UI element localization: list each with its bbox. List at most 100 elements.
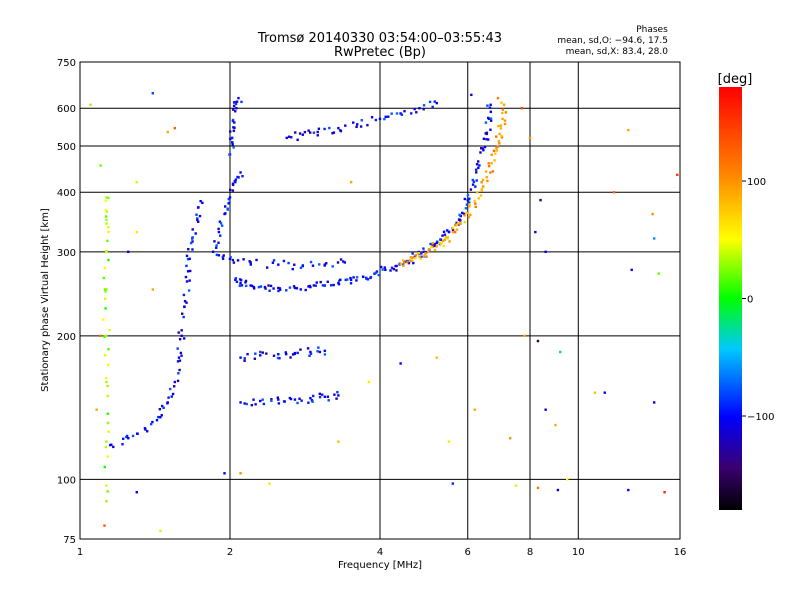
echo-point [285, 352, 288, 356]
echo-point [155, 419, 159, 422]
echo-point [494, 152, 497, 155]
noise-point [630, 268, 633, 272]
echo-point [383, 266, 386, 269]
echo-point [299, 348, 302, 351]
echo-point [221, 255, 225, 259]
echo-point [270, 398, 273, 401]
echo-point [413, 107, 416, 111]
echo-point [231, 258, 235, 262]
echo-point [392, 267, 395, 271]
echo-point [107, 347, 110, 351]
echo-point [222, 254, 225, 257]
echo-point [349, 282, 353, 285]
echo-point [127, 437, 130, 440]
echo-point [265, 352, 268, 355]
echo-point [271, 261, 275, 264]
echo-point [283, 400, 286, 403]
y-tick-label: 200 [57, 332, 76, 343]
echo-point [295, 287, 299, 290]
echo-point [277, 402, 281, 405]
echo-point [121, 443, 124, 446]
echo-point [252, 398, 255, 401]
echo-point [230, 136, 234, 140]
echo-point [226, 207, 229, 210]
echo-point [468, 201, 471, 204]
echo-point [487, 164, 491, 168]
echo-point [344, 124, 347, 127]
echo-point [242, 258, 245, 261]
y-tick-label: 400 [57, 188, 76, 199]
echo-point [311, 400, 314, 403]
echo-point [239, 281, 242, 285]
echo-point [218, 220, 222, 223]
echo-point [475, 171, 478, 174]
echo-point [103, 266, 107, 270]
echo-point [264, 287, 267, 290]
echo-point [489, 103, 492, 107]
echo-point [318, 395, 322, 399]
echo-point [312, 394, 315, 398]
echo-point [161, 404, 164, 408]
echo-point [489, 110, 492, 113]
echo-point [468, 205, 471, 208]
echo-point [503, 119, 507, 122]
echo-point [479, 151, 482, 154]
echo-point [232, 146, 235, 149]
echo-point [468, 203, 471, 206]
echo-point [199, 199, 202, 203]
echo-point [219, 234, 222, 237]
noise-point [135, 230, 138, 234]
x-tick-label: 16 [674, 547, 687, 558]
echo-point [228, 201, 231, 205]
echo-point [352, 276, 355, 279]
echo-point [233, 180, 237, 183]
echo-point [442, 230, 446, 233]
echo-point [231, 119, 235, 123]
echo-point [240, 284, 244, 287]
echo-point [446, 229, 449, 232]
y-axis-title: Stationary phase Virtual Height [km] [40, 208, 51, 392]
echo-point [105, 484, 108, 487]
echo-point [422, 250, 426, 254]
noise-point [470, 93, 473, 97]
noise-point [663, 491, 666, 494]
echo-point [464, 207, 468, 210]
echo-point [349, 278, 353, 282]
echo-point [337, 282, 341, 286]
echo-point [292, 285, 296, 288]
echo-point [189, 241, 193, 245]
echo-point [487, 162, 490, 165]
echo-point [249, 261, 252, 264]
echo-point [301, 264, 305, 267]
noise-point [435, 356, 438, 359]
echo-point [427, 250, 430, 254]
echo-point [241, 175, 244, 178]
echo-point [107, 226, 110, 229]
echo-point [249, 284, 252, 287]
echo-point [409, 259, 412, 262]
echo-point [245, 402, 249, 406]
echo-points [89, 92, 679, 533]
echo-point [374, 271, 378, 274]
echo-point [475, 163, 479, 166]
echo-point [411, 259, 414, 262]
echo-point [105, 440, 108, 443]
echo-point [238, 284, 242, 287]
echo-point [188, 257, 191, 261]
echo-point [151, 420, 154, 424]
echo-point [466, 211, 469, 215]
echo-point [418, 107, 421, 110]
echo-point [420, 252, 423, 255]
echo-point [179, 351, 183, 355]
echo-point [237, 96, 240, 100]
echo-point [336, 390, 339, 394]
echo-point [486, 104, 489, 107]
echo-point [231, 182, 235, 185]
echo-point [246, 352, 249, 356]
echo-point [378, 117, 382, 121]
echo-point [300, 399, 303, 402]
echo-point [173, 380, 177, 384]
echo-point [112, 445, 115, 449]
echo-point [465, 211, 468, 215]
echo-point [474, 168, 478, 171]
